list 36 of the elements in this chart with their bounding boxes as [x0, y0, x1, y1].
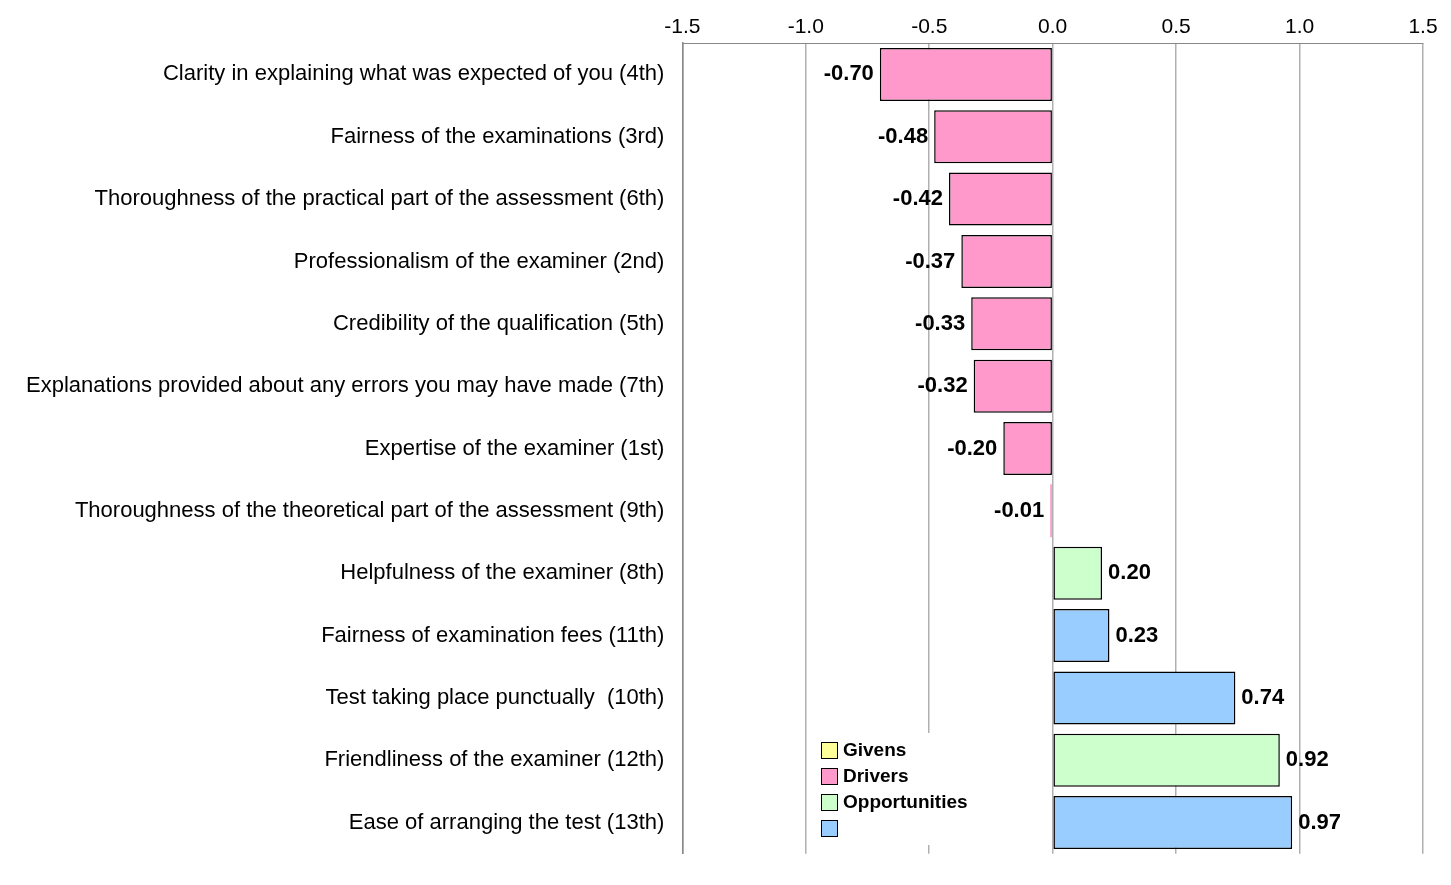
- data-label: 0.92: [1285, 746, 1329, 772]
- x-tick-label: 1.5: [1408, 14, 1438, 38]
- data-label: -0.20: [947, 434, 998, 460]
- y-tick-label: Credibility of the qualification (5th): [332, 309, 665, 335]
- y-tick-label: Thoroughness of the practical part of the assessment (6th): [94, 185, 665, 211]
- data-label: 0.23: [1115, 621, 1159, 647]
- data-label: -0.37: [905, 247, 956, 273]
- y-tick-label: Thoroughness of the theoretical part of the assessment (9th): [74, 496, 665, 522]
- data-label: -0.70: [823, 60, 874, 86]
- y-tick-label: Test taking place punctually (10th): [325, 683, 665, 709]
- data-label: 0.74: [1241, 683, 1285, 709]
- x-tick-label: 0.0: [1038, 14, 1068, 38]
- x-tick-label: 0.5: [1161, 14, 1191, 38]
- data-label: -0.42: [892, 185, 943, 211]
- data-label: 0.97: [1298, 808, 1341, 834]
- y-tick-label: Friendliness of the examiner (12th): [324, 746, 665, 772]
- legend-label: Givens: [843, 739, 907, 761]
- y-tick-label: Expertise of the examiner (1st): [364, 434, 665, 460]
- x-tick-label: 1.0: [1284, 14, 1315, 38]
- x-tick-label: -1.0: [787, 14, 824, 38]
- legend-label: Drivers: [843, 765, 909, 787]
- data-label: -0.01: [994, 496, 1045, 522]
- data-label: -0.32: [917, 372, 968, 398]
- data-label: 0.20: [1108, 559, 1151, 585]
- x-tick-label: -0.5: [911, 14, 948, 38]
- y-tick-label: Helpfulness of the examiner (8th): [340, 559, 665, 585]
- y-tick-label: Fairness of the examinations (3rd): [330, 122, 665, 148]
- legend-label: Opportunities: [843, 791, 968, 813]
- x-tick-label: -1.5: [664, 14, 701, 38]
- data-label: -0.33: [915, 309, 966, 335]
- data-label: -0.48: [878, 122, 929, 148]
- y-tick-label: Professionalism of the examiner (2nd): [293, 247, 665, 273]
- y-tick-label: Explanations provided about any errors you may have made (7th): [26, 372, 665, 398]
- y-tick-label: Fairness of examination fees (11th): [321, 621, 665, 647]
- y-tick-label: Clarity in explaining what was expected of you (4th): [162, 60, 665, 86]
- y-tick-label: Ease of arranging the test (13th): [348, 808, 665, 834]
